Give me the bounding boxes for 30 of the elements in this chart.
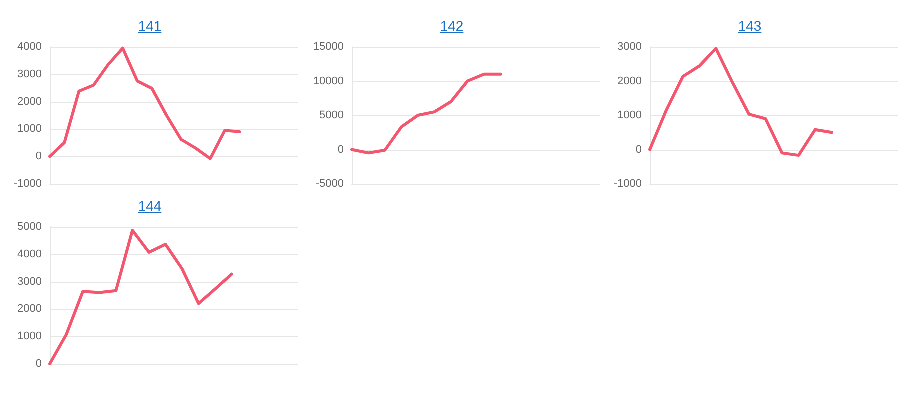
y-tick-label: 1000 (618, 110, 642, 122)
chart-title: 144 (137, 198, 163, 214)
y-tick-label: 0 (636, 144, 642, 156)
y-tick-label: 3000 (18, 276, 42, 288)
y-tick-label: 4000 (18, 248, 42, 260)
y-tick-label: -1000 (14, 178, 42, 190)
y-tick-label: 1000 (18, 330, 42, 343)
y-tick-label: 3000 (18, 68, 42, 80)
y-tick-label: 0 (36, 150, 42, 163)
y-tick-label: 5000 (18, 221, 42, 233)
line-series (48, 46, 242, 160)
y-tick-label: -5000 (316, 178, 344, 190)
y-tick-label: 2000 (18, 303, 42, 316)
y-tick-label: 0 (338, 144, 344, 156)
y-tick-label: 2000 (18, 96, 42, 108)
chart-title: 142 (439, 18, 465, 34)
chart-title: 141 (137, 18, 163, 34)
y-tick-label: 15000 (313, 41, 344, 53)
y-tick-label: 5000 (320, 110, 344, 122)
line-series (648, 47, 834, 158)
y-tick-label: 4000 (18, 41, 42, 53)
line-series (350, 72, 502, 155)
y-tick-label: 0 (36, 358, 42, 370)
y-tick-label: 10000 (313, 75, 344, 88)
y-tick-label: -1000 (614, 178, 642, 190)
y-tick-label: 2000 (618, 75, 642, 88)
line-series (48, 229, 234, 366)
chart-title: 143 (737, 18, 763, 34)
y-tick-label: 3000 (618, 41, 642, 53)
y-tick-label: 1000 (18, 123, 42, 136)
